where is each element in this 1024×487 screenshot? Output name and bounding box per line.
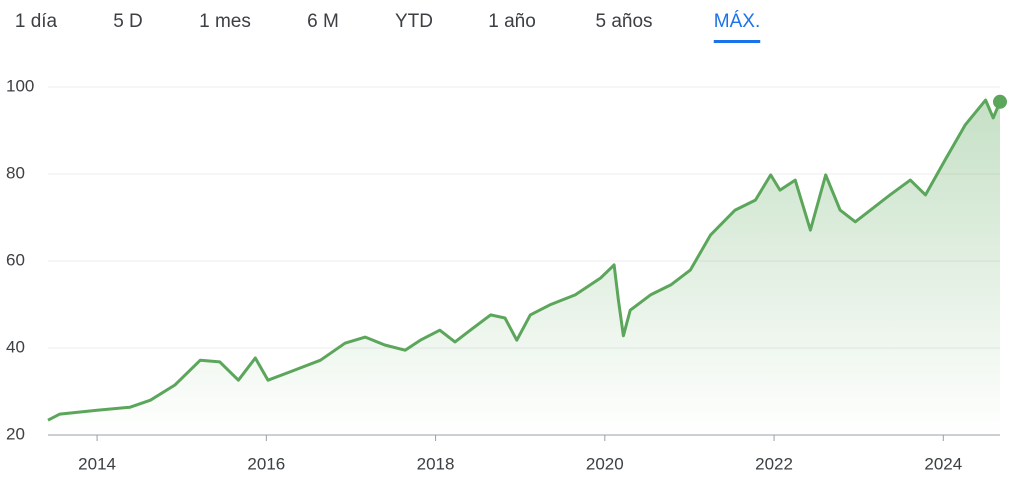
range-tab[interactable]: 5 D xyxy=(113,11,143,32)
y-tick-label: 80 xyxy=(6,163,25,182)
range-tab[interactable]: 1 mes xyxy=(199,11,251,32)
x-tick-label: 2020 xyxy=(586,454,624,473)
range-tab[interactable]: 5 años xyxy=(595,11,652,32)
tab-underline xyxy=(713,40,761,43)
x-tick-label: 2014 xyxy=(78,454,116,473)
x-tick-label: 2018 xyxy=(417,454,455,473)
area xyxy=(48,100,1000,435)
price-line xyxy=(47,98,1002,422)
range-tab[interactable]: MÁX. xyxy=(714,11,760,32)
range-tab[interactable]: 1 año xyxy=(488,11,536,32)
y-tick-label: 40 xyxy=(6,337,25,356)
x-tick-label: 2016 xyxy=(247,454,285,473)
range-tab[interactable]: YTD xyxy=(395,11,433,32)
range-tab[interactable]: 6 M xyxy=(307,11,339,32)
x-tick-label: 2024 xyxy=(924,454,962,473)
y-tick-label: 100 xyxy=(6,76,34,95)
y-tick-label: 60 xyxy=(6,250,25,269)
plot: 20 40 60 80 100 2014 2016 2018 2020 2022 2024 xyxy=(6,76,1007,473)
x-tick-label: 2022 xyxy=(755,454,793,473)
y-tick-label: 20 xyxy=(6,424,25,443)
range-tab[interactable]: 1 día xyxy=(15,11,58,32)
range-tabs: 1 día 5 D 1 mes 6 M YTD 1 año 5 años MÁX. xyxy=(15,11,761,43)
last-point xyxy=(993,94,1007,109)
